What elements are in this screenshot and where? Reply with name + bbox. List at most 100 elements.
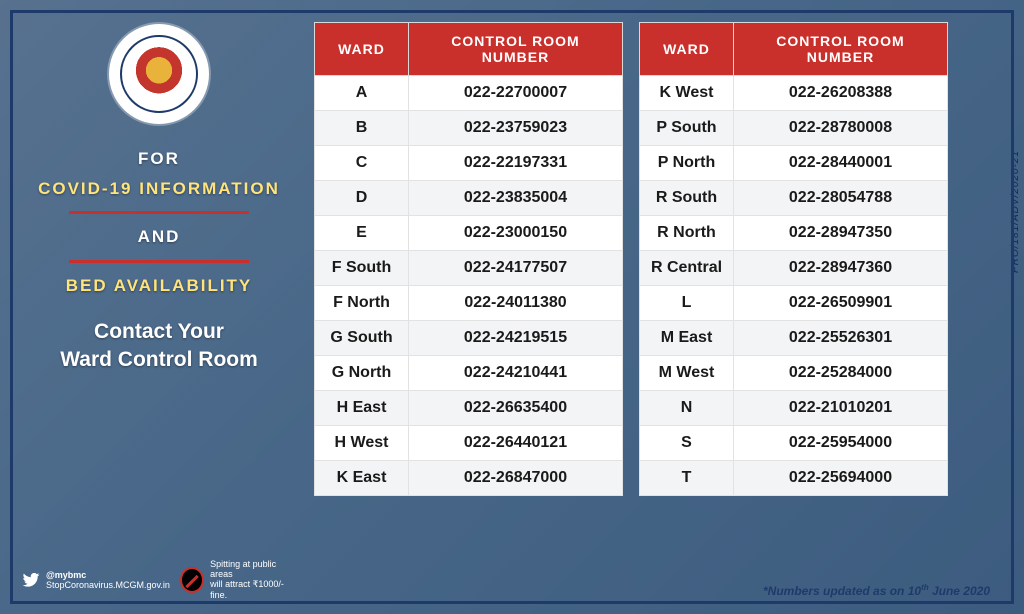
th-ward: WARD <box>640 23 734 76</box>
headline-covid: COVID-19 INFORMATION <box>38 176 280 202</box>
cell-ward: F North <box>315 286 409 321</box>
table-row: R North022-28947350 <box>640 216 948 251</box>
cell-ward: F South <box>315 251 409 286</box>
cell-number: 022-25526301 <box>734 321 948 356</box>
cell-number: 022-21010201 <box>734 391 948 426</box>
cell-number: 022-25954000 <box>734 426 948 461</box>
cell-ward: C <box>315 146 409 181</box>
cell-number: 022-22700007 <box>409 76 623 111</box>
cell-number: 022-24210441 <box>409 356 623 391</box>
cell-ward: K East <box>315 461 409 496</box>
cell-number: 022-26208388 <box>734 76 948 111</box>
spit-line-1: Spitting at public areas <box>210 559 296 579</box>
subhead-1: Contact Your <box>94 318 224 346</box>
th-number: CONTROL ROOM NUMBER <box>734 23 948 76</box>
cell-ward: T <box>640 461 734 496</box>
cell-ward: H East <box>315 391 409 426</box>
headline-for: FOR <box>138 146 180 172</box>
spit-line-2: will attract ₹1000/- fine. <box>210 579 296 600</box>
cell-ward: K West <box>640 76 734 111</box>
updated-prefix: *Numbers updated as on 10 <box>763 584 921 598</box>
table-row: K East022-26847000 <box>315 461 623 496</box>
cell-number: 022-24219515 <box>409 321 623 356</box>
cell-ward: R Central <box>640 251 734 286</box>
cell-number: 022-28947350 <box>734 216 948 251</box>
cell-number: 022-24177507 <box>409 251 623 286</box>
cell-number: 022-26635400 <box>409 391 623 426</box>
table-row: M East022-25526301 <box>640 321 948 356</box>
cell-ward: R South <box>640 181 734 216</box>
cell-ward: H West <box>315 426 409 461</box>
twitter-site: StopCoronavirus.MCGM.gov.in <box>46 580 170 590</box>
cell-ward: G South <box>315 321 409 356</box>
table-row: L022-26509901 <box>640 286 948 321</box>
cell-ward: M West <box>640 356 734 391</box>
updated-suffix: June 2020 <box>929 584 990 598</box>
cell-ward: B <box>315 111 409 146</box>
table-row: B022-23759023 <box>315 111 623 146</box>
cell-ward: A <box>315 76 409 111</box>
cell-number: 022-28947360 <box>734 251 948 286</box>
cell-ward: S <box>640 426 734 461</box>
twitter-icon <box>22 573 40 587</box>
table-row: P South022-28780008 <box>640 111 948 146</box>
cell-ward: L <box>640 286 734 321</box>
rule-1 <box>69 211 249 214</box>
tbody-left: A022-22700007B022-23759023C022-22197331D… <box>315 76 623 496</box>
rule-2 <box>69 260 249 263</box>
tables-area: WARD CONTROL ROOM NUMBER A022-22700007B0… <box>310 0 1024 614</box>
cell-number: 022-28780008 <box>734 111 948 146</box>
cell-number: 022-28054788 <box>734 181 948 216</box>
ward-table-left: WARD CONTROL ROOM NUMBER A022-22700007B0… <box>314 22 623 496</box>
headline-and: AND <box>138 224 181 250</box>
table-row: A022-22700007 <box>315 76 623 111</box>
bmc-logo <box>109 24 209 124</box>
cell-ward: M East <box>640 321 734 356</box>
ward-table-right: WARD CONTROL ROOM NUMBER K West022-26208… <box>639 22 948 496</box>
table-row: H East022-26635400 <box>315 391 623 426</box>
cell-number: 022-26509901 <box>734 286 948 321</box>
table-row: R South022-28054788 <box>640 181 948 216</box>
th-number: CONTROL ROOM NUMBER <box>409 23 623 76</box>
cell-ward: E <box>315 216 409 251</box>
table-row: P North022-28440001 <box>640 146 948 181</box>
th-ward: WARD <box>315 23 409 76</box>
table-row: H West022-26440121 <box>315 426 623 461</box>
footer: @mybmc StopCoronavirus.MCGM.gov.in Spitt… <box>22 559 296 600</box>
tbody-right: K West022-26208388P South022-28780008P N… <box>640 76 948 496</box>
headline-bed: BED AVAILABILITY <box>66 273 253 299</box>
twitter-handle: @mybmc <box>46 570 170 580</box>
cell-number: 022-26440121 <box>409 426 623 461</box>
updated-note: *Numbers updated as on 10th June 2020 <box>763 583 990 598</box>
updated-sup: th <box>921 583 929 592</box>
cell-ward: P North <box>640 146 734 181</box>
cell-number: 022-25694000 <box>734 461 948 496</box>
table-row: F North022-24011380 <box>315 286 623 321</box>
subhead-2: Ward Control Room <box>60 346 258 374</box>
table-row: C022-22197331 <box>315 146 623 181</box>
cell-ward: P South <box>640 111 734 146</box>
table-row: G South022-24219515 <box>315 321 623 356</box>
bmc-logo-inner <box>120 35 198 113</box>
table-row: K West022-26208388 <box>640 76 948 111</box>
cell-number: 022-23000150 <box>409 216 623 251</box>
cell-ward: R North <box>640 216 734 251</box>
twitter-block: @mybmc StopCoronavirus.MCGM.gov.in <box>22 570 170 590</box>
cell-ward: D <box>315 181 409 216</box>
table-row: N022-21010201 <box>640 391 948 426</box>
cell-ward: N <box>640 391 734 426</box>
no-spit-icon <box>180 567 204 593</box>
table-row: S022-25954000 <box>640 426 948 461</box>
table-row: F South022-24177507 <box>315 251 623 286</box>
table-row: M West022-25284000 <box>640 356 948 391</box>
table-row: R Central022-28947360 <box>640 251 948 286</box>
cell-number: 022-24011380 <box>409 286 623 321</box>
table-row: E022-23000150 <box>315 216 623 251</box>
no-spit-block: Spitting at public areas will attract ₹1… <box>180 559 296 600</box>
table-row: T022-25694000 <box>640 461 948 496</box>
cell-number: 022-26847000 <box>409 461 623 496</box>
cell-number: 022-22197331 <box>409 146 623 181</box>
cell-ward: G North <box>315 356 409 391</box>
cell-number: 022-25284000 <box>734 356 948 391</box>
cell-number: 022-23835004 <box>409 181 623 216</box>
